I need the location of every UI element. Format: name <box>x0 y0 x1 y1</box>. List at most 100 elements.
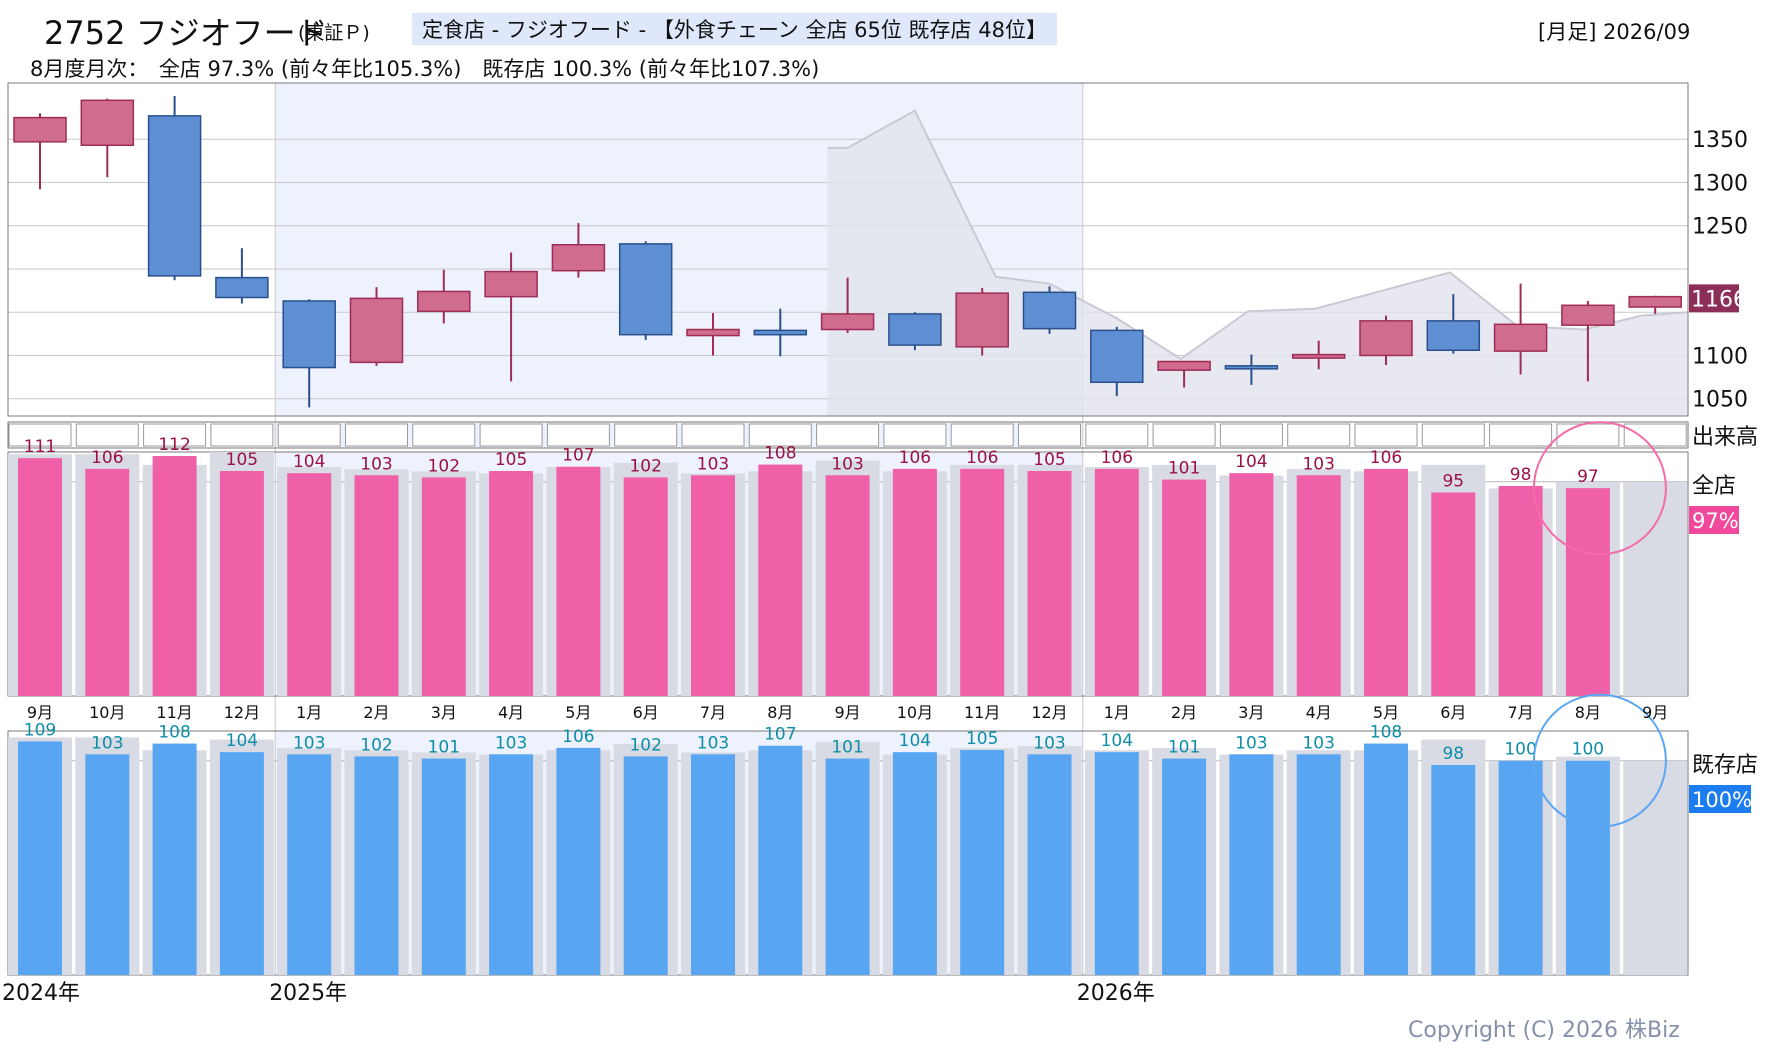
all-bar <box>1162 479 1207 696</box>
all-value-label: 103 <box>831 454 863 474</box>
all-value-label: 108 <box>764 444 796 464</box>
volume-cell <box>614 423 678 447</box>
existing-value-label: 103 <box>697 733 729 753</box>
existing-bar <box>152 743 197 975</box>
existing-value-label: 108 <box>158 723 190 743</box>
volume-cell <box>681 423 745 447</box>
existing-bar <box>556 747 601 975</box>
volume-cell <box>1623 423 1687 447</box>
copyright: Copyright (C) 2026 株Biz <box>1408 1018 1680 1043</box>
month-label: 4月 <box>498 703 524 722</box>
candle-body <box>13 116 67 143</box>
all-bar <box>219 471 264 696</box>
candle-body <box>820 313 875 331</box>
all-value-label: 107 <box>562 446 594 466</box>
existing-value-label: 103 <box>1235 733 1267 753</box>
month-label: 9月 <box>835 703 861 722</box>
existing-value-label: 100 <box>1572 740 1604 760</box>
month-label: 9月 <box>1642 703 1668 722</box>
candle-body <box>1493 323 1548 352</box>
existing-value-label: 109 <box>24 720 56 740</box>
existing-bar <box>354 756 399 975</box>
existing-bar <box>219 752 264 975</box>
monthly-summary: 8月度月次： 全店 97.3% (前々年比105.3%) 既存店 100.3% … <box>30 57 820 81</box>
existing-bar <box>1229 754 1274 975</box>
existing-bar <box>623 756 668 975</box>
existing-bar <box>1565 760 1610 975</box>
all-value-label: 112 <box>158 435 190 455</box>
price-tick-label: 1350 <box>1692 128 1748 153</box>
month-label: 11月 <box>156 703 192 722</box>
year-band-3 <box>275 731 1083 975</box>
month-label: 3月 <box>1238 703 1264 722</box>
month-label: 11月 <box>964 703 1000 722</box>
all-bar <box>1364 468 1408 696</box>
existing-value-label: 105 <box>966 729 998 749</box>
existing-value-label: 102 <box>629 735 661 755</box>
existing-value-label: 104 <box>899 731 931 751</box>
existing-store-current: 100% <box>1692 788 1752 812</box>
existing-value-label: 104 <box>1101 731 1133 751</box>
month-label: 2月 <box>363 703 389 722</box>
candle-body <box>1022 291 1077 330</box>
candle-body <box>955 292 1009 348</box>
volume-cell <box>546 423 610 447</box>
candle-body <box>888 313 942 346</box>
month-label: 10月 <box>89 703 125 722</box>
all-bar <box>892 468 937 696</box>
candle-body <box>417 290 471 313</box>
all-bar <box>623 477 668 696</box>
existing-value-label: 106 <box>562 727 594 747</box>
existing-bar <box>421 758 466 975</box>
all-bar <box>1229 473 1274 696</box>
existing-highlight-circle <box>1532 693 1667 828</box>
month-label: 12月 <box>1031 703 1067 722</box>
existing-bar <box>287 754 332 975</box>
all-value-label: 106 <box>1370 448 1402 468</box>
volume-cell <box>345 423 408 447</box>
all-bar <box>287 473 332 696</box>
all-bar <box>152 456 197 696</box>
existing-value-label: 103 <box>1033 733 1065 753</box>
month-label: 5月 <box>565 703 591 722</box>
volume-cell <box>412 423 476 447</box>
candle-body <box>551 243 606 272</box>
all-value-label: 98 <box>1510 465 1532 485</box>
candle-body <box>282 300 336 369</box>
candle-body <box>349 297 404 364</box>
volume-cell <box>1421 423 1485 447</box>
existing-value-label: 107 <box>764 725 796 745</box>
price-tick-label: 1300 <box>1692 171 1748 196</box>
existing-bar <box>758 745 803 975</box>
volume-cell <box>277 423 341 447</box>
existing-bar <box>825 758 870 975</box>
volume-cell <box>1287 423 1351 447</box>
volume-cell <box>75 423 139 447</box>
all-value-label: 106 <box>1101 448 1133 468</box>
all-value-label: 103 <box>360 454 392 474</box>
all-value-label: 97 <box>1577 467 1599 487</box>
existing-value-label: 101 <box>428 738 460 758</box>
month-label: 10月 <box>897 703 933 722</box>
candle-body <box>1090 329 1144 384</box>
existing-bar <box>892 752 937 975</box>
genre-label: 定食店 - フジオフード - 【外食チェーン 全店 65位 既存店 48位】 <box>412 13 1057 45</box>
candle-body <box>686 328 740 337</box>
all-bar <box>18 458 62 696</box>
month-label: 12月 <box>224 703 260 722</box>
month-label: 3月 <box>431 703 457 722</box>
all-prev-bar <box>1623 482 1688 696</box>
all-value-label: 95 <box>1442 471 1464 491</box>
existing-bar <box>1431 765 1476 975</box>
candle-body <box>618 243 673 336</box>
all-bar <box>1431 492 1476 696</box>
all-bar <box>1027 471 1072 696</box>
candle-body <box>1224 365 1279 370</box>
all-store-title: 全店 <box>1692 474 1736 499</box>
month-label: 2月 <box>1171 703 1197 722</box>
month-label: 5月 <box>1373 703 1399 722</box>
existing-bar <box>1296 754 1341 975</box>
all-bar <box>421 477 466 696</box>
existing-bar <box>960 750 1005 975</box>
all-store-tag <box>1689 506 1739 534</box>
